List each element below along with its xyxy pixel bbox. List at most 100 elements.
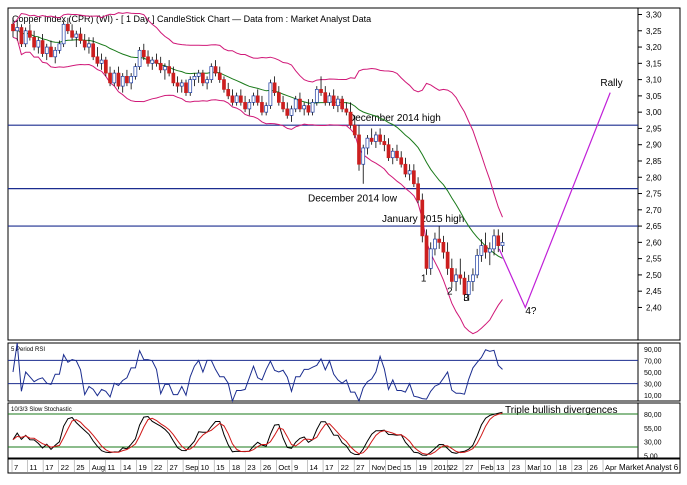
candle-body	[78, 33, 83, 41]
chart-title: Copper Index (CPR) (WI) - [ 1 Day ] Cand…	[12, 14, 371, 24]
candle-body	[167, 66, 171, 74]
x-tick-label: 14	[310, 463, 318, 472]
x-tick-label: 27	[356, 463, 364, 472]
price-tick-label: 2,50	[646, 271, 662, 280]
candle-body	[74, 33, 79, 38]
candle-body	[331, 95, 336, 106]
price-tick-label: 2,85	[646, 157, 662, 166]
candle-body	[49, 46, 53, 58]
candle-body	[458, 274, 463, 279]
stoch-annotation: Triple bullish divergences	[505, 405, 617, 416]
candle-body	[340, 98, 344, 110]
candle-body	[137, 49, 142, 67]
x-tick-label: Oct	[278, 463, 291, 472]
osc-tick-label: 30,00	[644, 440, 662, 447]
candle-body	[310, 102, 315, 113]
candle-body	[91, 43, 96, 58]
candle-body	[344, 108, 349, 113]
x-tick-label: Feb	[481, 463, 494, 472]
candle-body	[433, 238, 437, 250]
candle-body	[399, 157, 404, 165]
candle-body	[82, 40, 87, 48]
price-tick-label: 2,60	[646, 238, 662, 247]
x-axis-frame	[7, 458, 681, 474]
candle-body	[120, 76, 125, 87]
x-tick-label: 23	[247, 463, 255, 472]
osc-tick-label: 5,00	[644, 453, 658, 460]
candle-body	[188, 79, 193, 93]
x-tick-label: Aug	[92, 463, 105, 472]
candle-body	[293, 98, 298, 110]
candlesticks	[11, 17, 505, 301]
candle-body	[125, 76, 129, 84]
bollinger-upper	[12, 12, 503, 218]
candle-body	[374, 134, 378, 142]
candle-body	[28, 30, 32, 38]
candle-body	[40, 40, 45, 54]
candle-body	[424, 235, 429, 269]
candle-body	[141, 49, 146, 58]
price-tick-label: 3,10	[646, 76, 662, 85]
x-tick-label: 18	[558, 463, 566, 472]
x-tick-label: 27	[465, 463, 473, 472]
osc-tick-label: 10,00	[644, 393, 662, 400]
rsi-line	[12, 342, 503, 403]
candle-body	[378, 134, 382, 142]
x-tick-label: 22	[449, 463, 457, 472]
x-tick-label: 15	[216, 463, 224, 472]
candle-body	[323, 92, 328, 103]
candle-body	[247, 102, 252, 110]
level-label: December 2014 low	[308, 194, 398, 205]
candle-body	[222, 79, 226, 90]
x-tick-label: Nov	[372, 463, 386, 472]
candle-body	[365, 137, 370, 149]
rsi-title: 5 Period RSI	[11, 347, 45, 353]
candle-body	[133, 66, 138, 77]
x-axis-labels: 7 11 17 22 25 Aug 11 14 19 22 27 Sep 10 15 18 23 26 Oct 9 1…	[11, 459, 617, 473]
candle-body	[281, 102, 285, 110]
candle-body	[407, 170, 412, 175]
candle-body	[348, 111, 353, 126]
projection-path	[498, 92, 611, 310]
osc-tick-label: 50,00	[644, 370, 662, 377]
candle-body	[36, 40, 41, 48]
x-tick-label: 9	[294, 463, 298, 472]
price-panel-frame	[7, 7, 639, 341]
candle-body	[226, 89, 231, 97]
price-tick-label: 2,40	[646, 303, 662, 312]
candle-body	[192, 76, 197, 80]
candle-body	[243, 102, 247, 110]
candle-body	[150, 59, 155, 64]
candle-body	[158, 62, 163, 71]
candle-body	[15, 27, 20, 32]
price-tick-label: 3,20	[646, 43, 662, 52]
candle-body	[251, 95, 256, 103]
price-tick-label: 3,30	[646, 11, 662, 20]
x-tick-label: 10	[543, 463, 551, 472]
annotation-label: 1	[421, 273, 427, 284]
candle-body	[103, 59, 108, 74]
candle-body	[412, 170, 416, 185]
stoch-panel-frame	[7, 402, 639, 459]
candle-body	[129, 76, 133, 84]
price-tick-label: 2,45	[646, 287, 662, 296]
candle-body	[276, 92, 281, 103]
price-tick-label: 2,75	[646, 190, 662, 199]
candle-body	[154, 59, 159, 64]
price-tick-label: 3,15	[646, 59, 662, 68]
projection-line	[498, 92, 611, 310]
annotation-label: Rally	[600, 78, 622, 89]
x-tick-label: 11	[107, 463, 115, 472]
x-tick-label: 10	[201, 463, 209, 472]
x-tick-label: 26	[263, 463, 271, 472]
candle-body	[361, 147, 366, 165]
candle-body	[57, 43, 62, 51]
candle-body	[382, 141, 387, 146]
candle-body	[171, 72, 176, 84]
level-label: December 2014 high	[348, 113, 441, 124]
candle-body	[487, 248, 492, 253]
annotation-label: 3	[463, 293, 469, 304]
rsi-panel: 90,00 70,00 50,00 30,00 10,00	[8, 342, 662, 403]
candle-body	[314, 89, 319, 103]
candle-body	[386, 144, 391, 159]
